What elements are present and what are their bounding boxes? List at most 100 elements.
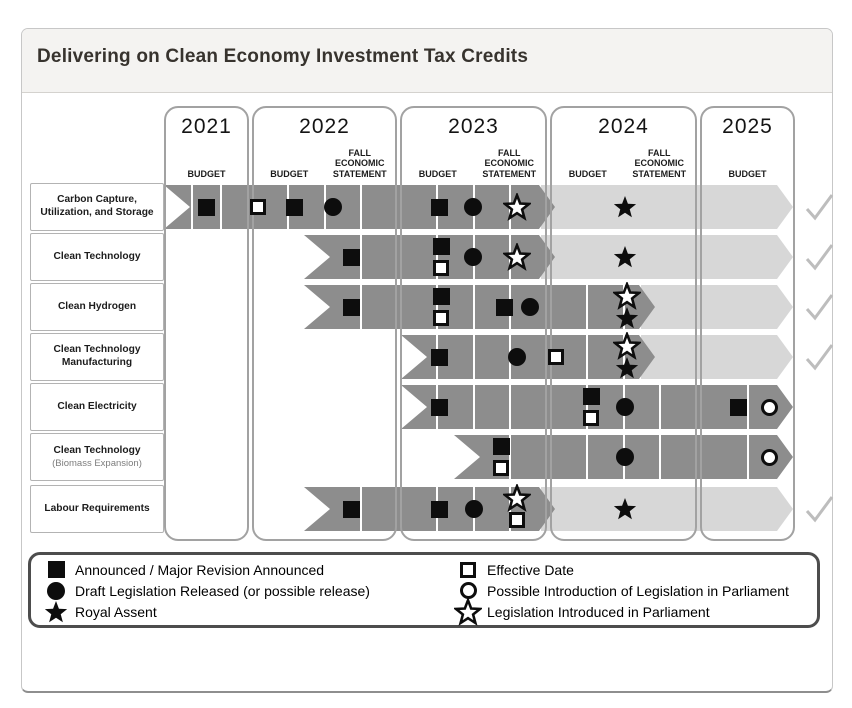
milestone-royal_assent [612, 303, 642, 333]
bar-cell-divider [435, 335, 438, 379]
milestone-draft [458, 242, 488, 272]
milestone-announced [336, 292, 366, 322]
row-sublabel-text: (Biomass Expansion) [52, 457, 142, 469]
draft-legislation-circle-icon [616, 398, 634, 416]
timeline-bar-upcoming [541, 235, 793, 279]
filled-circle-icon [43, 581, 69, 600]
milestone-royal_assent [612, 353, 642, 383]
bar-cell-divider [472, 385, 475, 429]
introduced-star-icon [503, 243, 531, 271]
bar-cell-divider [585, 335, 588, 379]
milestone-announced [426, 281, 456, 311]
announced-square-icon [342, 298, 360, 316]
draft-legislation-circle-icon [508, 348, 526, 366]
milestone-draft [458, 192, 488, 222]
year-label: 2025 [722, 115, 773, 138]
legend-left-column: Announced / Major Revision Announced Draf… [43, 559, 370, 623]
milestone-introduced [612, 331, 642, 361]
completed-checkmark-icon [802, 342, 836, 377]
draft-legislation-circle-icon [464, 198, 482, 216]
bar-cell-divider [622, 385, 625, 429]
row-label-text: Clean Electricity [57, 400, 137, 412]
legend-item-royal-assent: Royal Assent [43, 601, 370, 623]
row-label-carbon-capture-utilization-and-storage: Carbon Capture, Utilization, and Storage [30, 183, 164, 231]
bar-cell-divider [472, 335, 475, 379]
bar-cell-divider [472, 487, 475, 531]
royal-assent-star-icon [614, 305, 640, 331]
milestone-announced [424, 494, 454, 524]
year-sessions: BUDGET FALL ECONOMIC STATEMENT [254, 144, 395, 181]
legend-item-label: Draft Legislation Released (or possible … [75, 582, 370, 599]
bar-cell-divider [191, 185, 194, 229]
bar-cell-divider [622, 285, 625, 329]
milestone-effective [502, 505, 532, 535]
year-column-2025: 2025 BUDGET [700, 106, 795, 541]
milestone-royal_assent [610, 494, 640, 524]
bar-cell-divider [622, 435, 625, 479]
draft-legislation-circle-icon [616, 448, 634, 466]
completed-checkmark-icon [802, 292, 836, 327]
milestone-announced [424, 392, 454, 422]
timeline-bar-upcoming [641, 335, 793, 379]
bar-cell-divider [509, 385, 512, 429]
year-label: 2023 [448, 115, 499, 138]
timeline-bar-upcoming [641, 285, 793, 329]
milestone-draft [610, 392, 640, 422]
bar-cell-divider [359, 285, 362, 329]
announced-square-icon [285, 198, 303, 216]
possible-introduction-circle-icon [459, 582, 477, 599]
milestone-draft [502, 342, 532, 372]
legend-item-announced-major-revision-annou: Announced / Major Revision Announced [43, 559, 370, 580]
announced-square-icon [495, 298, 513, 316]
legend-item-label: Legislation Introduced in Parliament [487, 604, 710, 620]
possible-introduction-circle-icon [760, 448, 778, 466]
bar-cell-divider [435, 487, 438, 531]
bar-cell-divider [509, 487, 512, 531]
completed-checkmark-icon [802, 242, 836, 277]
milestone-effective [243, 192, 273, 222]
bar-cell-divider [509, 285, 512, 329]
bar-cell-divider [509, 435, 512, 479]
row-label-text: Clean Hydrogen [57, 300, 137, 312]
milestone-announced [336, 242, 366, 272]
effective-date-square-icon [460, 561, 476, 578]
bar-cell-divider [585, 435, 588, 479]
royal-assent-star-icon [614, 355, 640, 381]
draft-legislation-circle-icon [464, 248, 482, 266]
bar-cell-divider [746, 435, 749, 479]
bar-cell-divider [287, 185, 290, 229]
timeline-bar-upcoming [541, 185, 793, 229]
completed-checkmark-icon [802, 192, 836, 227]
introduced-star-icon [613, 332, 641, 360]
milestone-introduced [612, 281, 642, 311]
effective-date-square-icon [433, 310, 449, 326]
session-label-fall-economic-statement: FALL ECONOMIC STATEMENT [332, 147, 387, 179]
announced-square-icon [430, 198, 448, 216]
row-label-text: Clean Technology [53, 444, 141, 456]
bar-cell-divider [746, 385, 749, 429]
possible-introduction-circle-icon [760, 398, 778, 416]
bar-cell-divider [219, 185, 222, 229]
milestone-effective [426, 253, 456, 283]
legend: Announced / Major Revision Announced Draf… [28, 552, 820, 628]
year-label: 2022 [299, 115, 350, 138]
bar-cell-divider [435, 235, 438, 279]
legend-item-draft-legislation-released-or-: Draft Legislation Released (or possible … [43, 580, 370, 601]
session-label-fall-economic-statement: FALL ECONOMIC STATEMENT [632, 147, 687, 179]
session-label-budget: BUDGET [187, 168, 226, 179]
legend-item-effective-date: Effective Date [455, 559, 789, 580]
year-label: 2024 [598, 115, 649, 138]
milestone-draft [515, 292, 545, 322]
page-title: Delivering on Clean Economy Investment T… [37, 46, 529, 67]
open-star-icon [454, 598, 482, 626]
session-label-budget: BUDGET [270, 168, 309, 179]
milestone-effective [576, 403, 606, 433]
bar-cell-divider [659, 385, 662, 429]
milestone-introduced [502, 483, 532, 513]
milestone-effective [541, 342, 571, 372]
filled-square-icon [43, 561, 69, 578]
legend-item-legislation-introduced-in-parl: Legislation Introduced in Parliament [454, 598, 789, 626]
bar-cell-divider [509, 185, 512, 229]
milestone-announced [576, 381, 606, 411]
